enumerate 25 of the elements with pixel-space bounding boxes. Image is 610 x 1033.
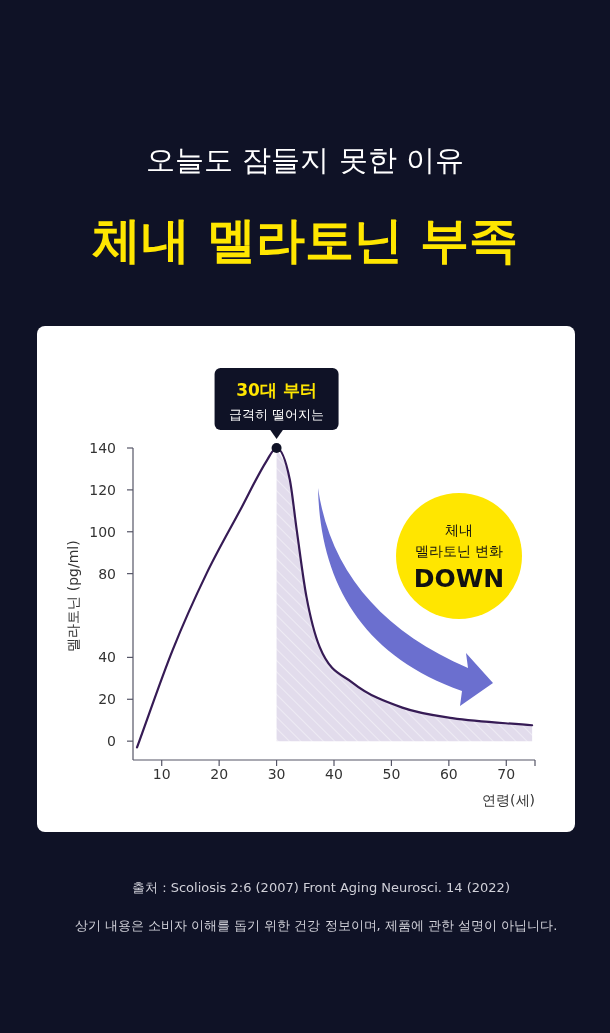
chart-title: 오늘도 잠들지 못한 이유 bbox=[146, 143, 464, 177]
annotation: 멜라토닌 변화 bbox=[414, 543, 504, 559]
y-tick-label: 120 bbox=[89, 481, 116, 498]
y-tick-label: 140 bbox=[89, 440, 116, 456]
x-tick-label: 30 bbox=[267, 766, 286, 782]
y-axis-title: 멜라토닌 (pg/ml) bbox=[65, 540, 81, 652]
chart-subtitle: 체내 멜라토닌 부족 bbox=[91, 212, 519, 269]
y-tick-label: 100 bbox=[89, 523, 116, 540]
source-note: 출처 : Scoliosis 2:6 (2007) Front Aging Neurosci. 14 (2022) bbox=[132, 880, 510, 895]
y-tick-label: 0 bbox=[107, 733, 116, 750]
x-tick-label: 60 bbox=[439, 766, 458, 782]
x-tick-label: 70 bbox=[497, 766, 516, 782]
text: 급격히 떨어지는 bbox=[229, 407, 325, 422]
x-axis-title: 연령(세) bbox=[482, 792, 535, 808]
y-tick-label: 20 bbox=[98, 691, 116, 708]
annotation: 체내 bbox=[445, 522, 473, 538]
x-tick-label: 20 bbox=[210, 766, 229, 782]
annotation: 30대 부터 bbox=[236, 380, 317, 400]
y-tick-label: 80 bbox=[98, 565, 116, 582]
text: 상기 내용은 소비자 이해를 돕기 위한 건강 정보이며, 제품에 관한 설명이 아닙니다. bbox=[74, 918, 558, 933]
x-tick-label: 10 bbox=[152, 766, 171, 782]
y-tick-label: 40 bbox=[98, 649, 116, 666]
x-tick-label: 50 bbox=[382, 766, 401, 782]
x-tick-label: 40 bbox=[325, 766, 343, 782]
annotation: DOWN bbox=[413, 564, 505, 593]
